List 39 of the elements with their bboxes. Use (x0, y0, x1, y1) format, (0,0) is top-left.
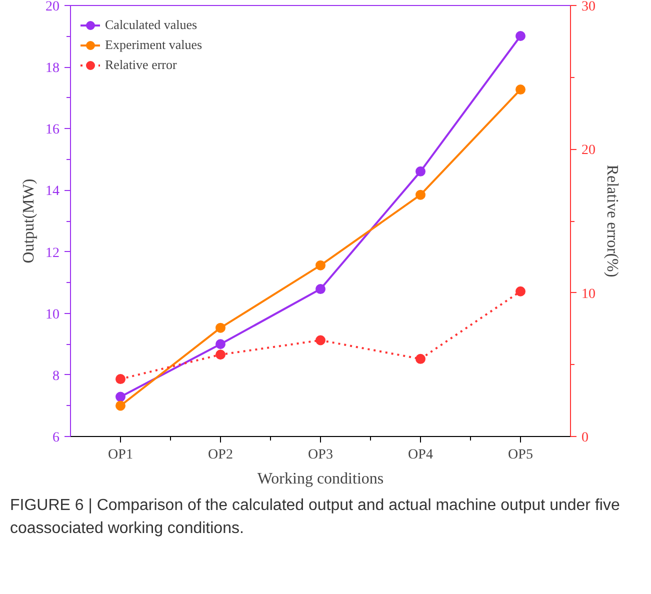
y2-tick-label: 0 (582, 430, 588, 446)
y2-tick-label: 20 (582, 143, 596, 158)
point (516, 286, 526, 296)
point (116, 392, 126, 402)
y-tick-label: 20 (46, 0, 60, 14)
y2-axis-title: Relative error(%) (604, 164, 620, 278)
point (216, 350, 226, 360)
x-tick-label: OP4 (408, 448, 433, 462)
y-tick-label: 10 (46, 307, 60, 322)
y-tick-label: 8 (52, 368, 60, 384)
point (116, 374, 126, 384)
x-tick-label: OP1 (108, 448, 133, 462)
caption: FIGURE 6 | Comparison of the calculated output and actual machine output under five coassociated working conditions. (10, 496, 621, 539)
x-axis-title: Working conditions (257, 470, 384, 488)
y-tick-label: 16 (46, 122, 60, 138)
y2-tick-label: 10 (582, 286, 596, 302)
y-tick-label: 12 (46, 246, 60, 261)
legend-label: Relative error (105, 57, 177, 73)
point (416, 190, 426, 200)
legend-label: Calculated values (105, 17, 198, 33)
point (516, 84, 526, 95)
x-tick-label: OP5 (508, 448, 533, 462)
x-tick-label: OP3 (308, 448, 333, 462)
point (416, 166, 426, 176)
y-tick-label: 14 (46, 184, 60, 200)
y-axis-title: Output(MW) (20, 178, 38, 264)
point (516, 30, 526, 41)
point (116, 400, 126, 411)
point (316, 335, 326, 346)
point (316, 260, 326, 270)
legend-label: Experiment values (105, 37, 202, 53)
y-tick-label: 18 (46, 61, 60, 76)
point (416, 354, 426, 364)
x-tick-label: OP2 (208, 448, 233, 462)
y2-tick-label: 30 (582, 0, 596, 14)
point (216, 322, 226, 333)
point (316, 284, 326, 294)
y-tick-label: 6 (52, 430, 60, 446)
point (216, 339, 226, 350)
